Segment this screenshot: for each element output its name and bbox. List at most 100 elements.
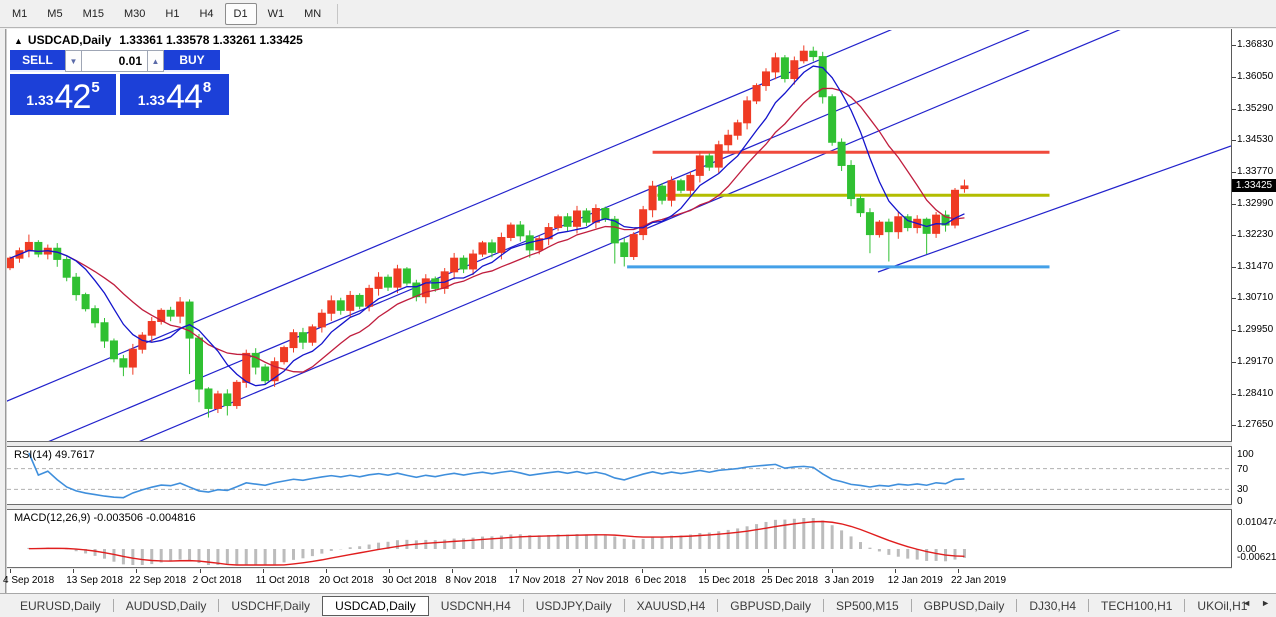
- rsi-indicator-label: RSI(14) 49.7617: [14, 449, 95, 461]
- macd-plot: [27, 518, 966, 566]
- chart-tab-usdjpy-daily[interactable]: USDJPY,Daily: [535, 598, 612, 613]
- buy-button[interactable]: BUY: [164, 50, 220, 72]
- price-axis-label: 1.28410: [1237, 387, 1274, 399]
- chart-tab-usdchf-daily[interactable]: USDCHF,Daily: [231, 598, 311, 613]
- macd-axis-label: -0.006218: [1237, 552, 1276, 563]
- rsi-plot: [7, 452, 1231, 499]
- price-axis-label: 1.29170: [1237, 356, 1274, 368]
- chart-tab-ukoil-h1[interactable]: UKOil,H1: [1197, 598, 1248, 613]
- window-left-frame: [5, 29, 7, 593]
- date-axis[interactable]: [7, 569, 1276, 593]
- chart-tab-gbpusd-daily[interactable]: GBPUSD,Daily: [730, 598, 811, 613]
- tab-separator: [822, 599, 824, 612]
- timeframe-button-m30[interactable]: M30: [123, 7, 146, 20]
- price-axis-label: 1.36830: [1237, 39, 1274, 50]
- date-axis-tick: [894, 569, 896, 573]
- rsi-axis-label: 30: [1237, 484, 1249, 496]
- toolbar-separator: [337, 3, 339, 24]
- date-axis-tick: [326, 569, 327, 573]
- price-axis-tick: [1232, 298, 1236, 300]
- timeframe-toolbar: M1 M5 M15 M30 H1 H4 D1 W1 MN: [0, 0, 1276, 28]
- timeframe-button-m1[interactable]: M1: [12, 7, 28, 20]
- price-axis-tick: [1232, 425, 1236, 426]
- tab-separator: [112, 599, 114, 612]
- buy-price-display[interactable]: 1.33 44 8: [120, 74, 229, 115]
- chart-tab-dj30-h4[interactable]: DJ30,H4: [1029, 598, 1077, 613]
- chart-title: ▲ USDCAD,Daily 1.33361 1.33578 1.33261 1.3…: [14, 33, 303, 47]
- chart-tab-sp500-m15[interactable]: SP500,M15: [835, 598, 899, 613]
- date-axis-tick: [452, 569, 454, 573]
- timeframe-button-d1[interactable]: D1: [224, 2, 257, 25]
- date-axis-label: 6 Dec 2018: [635, 575, 687, 586]
- price-axis-tick: [1232, 140, 1236, 142]
- chart-tab-tech100-h1[interactable]: TECH100,H1: [1101, 598, 1173, 613]
- price-axis-label: 1.36050: [1237, 71, 1274, 83]
- price-axis-tick: [1232, 329, 1236, 331]
- pane-splitter: [7, 567, 1232, 569]
- date-axis-tick: [262, 569, 264, 573]
- timeframe-button-m5[interactable]: M5: [47, 7, 63, 20]
- price-axis-tick: [1232, 362, 1236, 364]
- sell-price-display[interactable]: 1.33 42 5: [10, 74, 116, 115]
- timeframe-button-mn[interactable]: MN: [304, 7, 322, 20]
- date-axis-label: 25 Dec 2018: [761, 575, 819, 586]
- chart-tab-usdcad-daily[interactable]: USDCAD,Daily: [322, 595, 429, 616]
- macd-indicator-label: MACD(12,26,9) -0.003506 -0.004816: [14, 512, 196, 524]
- buy-price-small: 1.33: [137, 92, 166, 108]
- price-axis-label: 1.31470: [1237, 260, 1274, 272]
- volume-increase-button[interactable]: ▲: [147, 50, 164, 72]
- timeframe-button-m15[interactable]: M15: [82, 7, 104, 20]
- pane-splitter[interactable]: [7, 441, 1232, 447]
- date-axis-label: 12 Jan 2019: [887, 575, 943, 586]
- price-axis-label: 1.32230: [1237, 229, 1274, 241]
- chart-tab-gbpusd-daily[interactable]: GBPUSD,Daily: [923, 598, 1005, 613]
- sell-price-big: 42: [54, 78, 92, 116]
- price-axis[interactable]: [1232, 29, 1276, 570]
- collapse-triangle-icon[interactable]: ▲: [14, 36, 23, 46]
- pane-splitter[interactable]: [7, 504, 1232, 510]
- sell-price-small: 1.33: [26, 92, 54, 108]
- price-axis-tick: [1232, 171, 1236, 173]
- price-axis-tick: [1232, 235, 1236, 237]
- macd-axis-label: 0.00: [1237, 544, 1257, 555]
- timeframe-button-w1[interactable]: W1: [267, 7, 285, 20]
- timeframe-button-h4[interactable]: H4: [199, 7, 214, 20]
- price-axis-label: 1.30710: [1237, 292, 1274, 304]
- date-axis-label: 20 Oct 2018: [319, 575, 374, 586]
- tab-scroll-left-icon[interactable]: ◄: [1242, 598, 1252, 608]
- tab-scroll-right-icon[interactable]: ►: [1261, 598, 1270, 608]
- date-axis-tick: [768, 569, 770, 573]
- date-axis-tick: [10, 569, 11, 573]
- tab-separator: [1016, 599, 1018, 612]
- volume-decrease-button[interactable]: ▼: [65, 50, 82, 72]
- volume-input[interactable]: 0.01: [82, 50, 147, 72]
- price-axis-tick: [1232, 203, 1236, 205]
- date-axis-tick: [831, 569, 833, 573]
- chart-tab-eurusd-daily[interactable]: EURUSD,Daily: [20, 598, 101, 613]
- date-axis-label: 3 Jan 2019: [824, 575, 875, 586]
- price-axis-label: 1.35290: [1237, 102, 1274, 114]
- candles-and-lines: [7, 30, 1231, 441]
- symbol-title: USDCAD,Daily: [27, 33, 112, 47]
- date-axis-label: 13 Sep 2018: [66, 575, 123, 586]
- date-axis-tick: [958, 569, 959, 573]
- tab-scroll-arrows: ◄ ►: [1242, 598, 1270, 608]
- price-axis-tick: [1232, 266, 1236, 268]
- date-axis-label: 22 Sep 2018: [129, 575, 187, 586]
- tab-separator: [522, 599, 524, 612]
- chart-window[interactable]: [7, 29, 1232, 593]
- rsi-axis-label: 70: [1237, 463, 1249, 475]
- tab-separator: [910, 599, 912, 612]
- sell-price-sup: 5: [91, 79, 100, 96]
- sell-button[interactable]: SELL: [10, 50, 65, 72]
- chart-tab-usdcnh-h4[interactable]: USDCNH,H4: [440, 598, 511, 613]
- macd-axis-label: 0.010474: [1237, 516, 1276, 528]
- date-axis-tick: [73, 569, 75, 573]
- chart-tab-audusd-daily[interactable]: AUDUSD,Daily: [125, 598, 207, 613]
- chart-tab-xauusd-h4[interactable]: XAUUSD,H4: [636, 598, 706, 613]
- timeframe-button-h1[interactable]: H1: [165, 7, 180, 20]
- one-click-trade-panel: SELL ▼ 0.01 ▲ BUY 1.33 42 5 1.33 44 8: [10, 50, 229, 115]
- date-axis-label: 4 Sep 2018: [3, 575, 55, 586]
